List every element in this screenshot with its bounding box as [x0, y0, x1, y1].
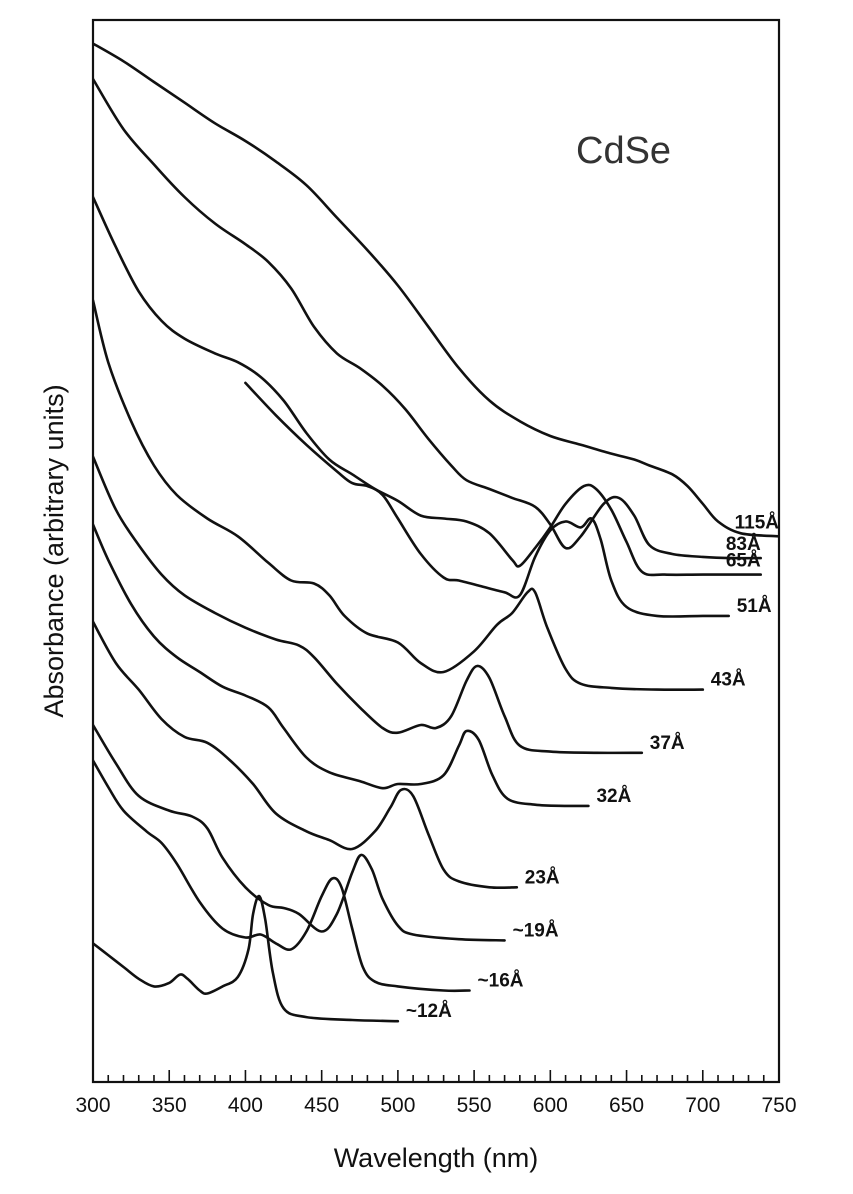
spectrum-curve [244, 381, 730, 618]
spectrum-curve [93, 42, 779, 538]
spectrum-curve [93, 620, 519, 890]
curve-label: 65Å [726, 551, 761, 572]
spectrum-curve [93, 299, 705, 692]
x-tick-label: 650 [609, 1094, 644, 1117]
x-tick-label: 750 [761, 1094, 796, 1117]
y-axis-title: Absorbance (arbitrary units) [39, 384, 69, 717]
curve-label: ~16Å [478, 971, 524, 992]
curve-label: 51Å [737, 596, 772, 617]
x-tick-label: 450 [304, 1094, 339, 1117]
x-tick-label: 350 [152, 1094, 187, 1117]
curve-label: 37Å [650, 733, 685, 754]
x-tick-label: 700 [685, 1094, 720, 1117]
curve-label: 43Å [711, 670, 746, 691]
curve-label: 115Å [735, 512, 780, 533]
x-tick-label: 400 [228, 1094, 263, 1117]
x-tick-label: 300 [75, 1094, 110, 1117]
x-tick-labels: 300 350 400 450 500 550 600 650 700 750 [75, 1094, 796, 1117]
spectrum-curve [93, 455, 644, 755]
x-tick-label: 550 [457, 1094, 492, 1117]
spectrum-curve [93, 77, 762, 560]
material-annotation: CdSe [576, 130, 671, 172]
curve-label: ~12Å [406, 1001, 452, 1022]
curve-label: 32Å [596, 786, 631, 807]
x-tick-label: 500 [380, 1094, 415, 1117]
curve-label: 23Å [525, 867, 560, 888]
plot-frame [91, 18, 781, 1084]
x-tick-label: 600 [533, 1094, 568, 1117]
spectrum-curve [93, 723, 506, 942]
x-axis-title: Wavelength (nm) [334, 1143, 539, 1173]
spectrum-curve [93, 195, 762, 577]
spectrum-curve [93, 523, 590, 808]
x-ticks [92, 1070, 780, 1082]
spectra-curves [93, 42, 779, 1023]
spectrum-curve [93, 759, 471, 993]
curve-label: 83Å [726, 534, 761, 555]
curve-label: ~19Å [513, 920, 559, 941]
spectrum-curve [93, 894, 400, 1023]
